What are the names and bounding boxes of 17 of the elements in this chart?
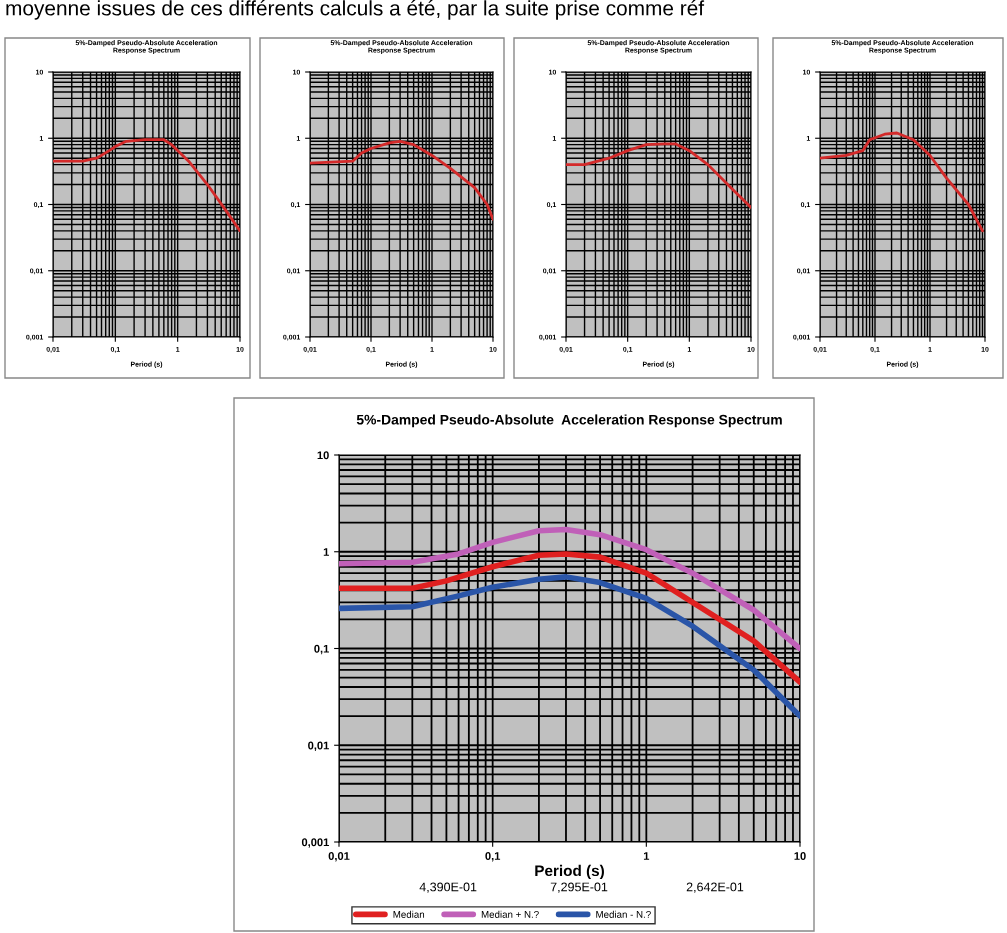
x-axis-title: Period (s) xyxy=(535,864,604,880)
y-tick-label: 1 xyxy=(323,548,329,556)
legend-label: Median + N.? xyxy=(481,910,539,918)
legend-label: Median - N.? xyxy=(596,910,651,918)
y-tick-label: 0,001 xyxy=(301,838,329,848)
x-tick-label: 0,01 xyxy=(328,852,350,862)
text: 7,295E-01 xyxy=(550,882,608,893)
text: 4,390E-01 xyxy=(419,882,477,893)
text: 2,642E-01 xyxy=(686,882,744,893)
y-tick-label: 10 xyxy=(317,451,329,460)
x-tick-label: 1 xyxy=(643,852,650,860)
legend-label: Median xyxy=(393,910,425,918)
text: moyenne issues de ces différents calculs a été, par la suite prise comme réf xyxy=(6,0,705,20)
y-tick-label: 0,01 xyxy=(308,741,329,751)
chart-title: 5%-Damped Pseudo-Absolute Acceleration Response Spectrum xyxy=(356,414,782,428)
x-tick-label: 0,1 xyxy=(485,852,501,862)
y-tick-label: 0,1 xyxy=(314,644,329,655)
